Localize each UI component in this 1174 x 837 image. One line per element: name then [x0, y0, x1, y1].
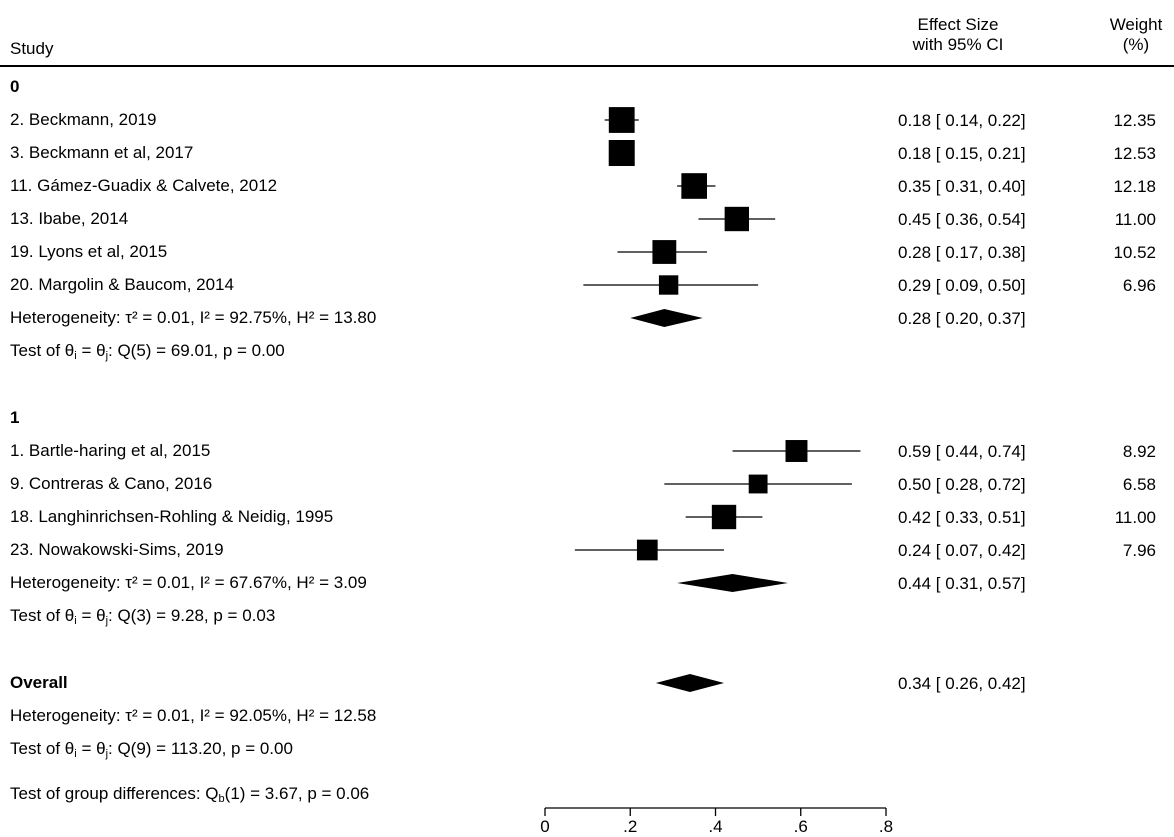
group-diff-suffix: (1) = 3.67, p = 0.06 [224, 784, 370, 803]
weight-value: 6.96 [1123, 276, 1156, 295]
effect-square [681, 173, 708, 199]
study-label: 18. Langhinrichsen-Rohling & Neidig, 199… [10, 507, 334, 526]
group-1-label: 1 [10, 408, 20, 427]
effect-square [748, 474, 768, 494]
effect-square [658, 275, 679, 295]
test-sub-i: i [74, 615, 77, 627]
group-0-diamond [630, 309, 703, 327]
group-0-test: Test of θi = θj: Q(5) = 69.01, p = 0.00 [10, 341, 285, 362]
weight-value: 7.96 [1123, 541, 1156, 560]
effect-square [636, 539, 658, 561]
group-1-test: Test of θi = θj: Q(3) = 9.28, p = 0.03 [10, 606, 276, 627]
x-tick-label: .4 [708, 817, 722, 836]
test-sub-j: j [105, 615, 109, 627]
effect-ci-text: 0.28 [ 0.17, 0.38] [898, 243, 1026, 262]
study-label: 13. Ibabe, 2014 [10, 209, 129, 228]
test-prefix: Test of θ [10, 606, 75, 625]
weight-value: 6.58 [1123, 475, 1156, 494]
weight-header: Weight (%) [1101, 15, 1171, 55]
study-label: 2. Beckmann, 2019 [10, 110, 157, 129]
test-sub-i: i [74, 350, 77, 362]
study-label: 11. Gámez-Guadix & Calvete, 2012 [10, 176, 278, 195]
effect-ci-text: 0.24 [ 0.07, 0.42] [898, 541, 1026, 560]
effect-ci-text: 0.29 [ 0.09, 0.50] [898, 276, 1026, 295]
study-label: 9. Contreras & Cano, 2016 [10, 474, 213, 493]
group-0-heterogeneity: Heterogeneity: τ² = 0.01, I² = 92.75%, H… [10, 308, 377, 327]
effect-ci-text: 0.18 [ 0.15, 0.21] [898, 144, 1026, 163]
test-prefix: Test of θ [10, 341, 75, 360]
test-mid: = θ [76, 341, 106, 360]
weight-value: 12.18 [1113, 177, 1156, 196]
group-differences-test: Test of group differences: Qb(1) = 3.67,… [10, 784, 370, 805]
effect-ci-text: 0.35 [ 0.31, 0.40] [898, 177, 1026, 196]
weight-value: 11.00 [1115, 508, 1156, 527]
group-diff-sub: b [218, 793, 225, 805]
study-column-header: Study [10, 39, 54, 58]
study-label: 1. Bartle-haring et al, 2015 [10, 441, 211, 460]
weight-value: 8.92 [1123, 442, 1156, 461]
group-diff-prefix: Test of group differences: Q [10, 784, 219, 803]
test-mid: = θ [76, 606, 106, 625]
overall-heterogeneity: Heterogeneity: τ² = 0.01, I² = 92.05%, H… [10, 706, 377, 725]
effect-square [608, 140, 635, 166]
test-mid: = θ [76, 739, 106, 758]
overall-diamond-ci-text: 0.34 [ 0.26, 0.42] [898, 674, 1026, 693]
overall-diamond [655, 674, 725, 692]
effect-ci-text: 0.50 [ 0.28, 0.72] [898, 475, 1026, 494]
test-stat: : Q(5) = 69.01, p = 0.00 [108, 341, 285, 360]
group-1-diamond-ci-text: 0.44 [ 0.31, 0.57] [898, 574, 1026, 593]
weight-header-line1: Weight [1109, 15, 1163, 34]
group-1-diamond [677, 574, 788, 592]
effect-square [608, 107, 635, 133]
weight-header-line2: (%) [1122, 35, 1150, 54]
effect-ci-text: 0.18 [ 0.14, 0.22] [898, 111, 1026, 130]
test-sub-j: j [105, 748, 109, 760]
effect-square [724, 206, 749, 232]
weight-value: 10.52 [1113, 243, 1156, 262]
study-label: 20. Margolin & Baucom, 2014 [10, 275, 234, 294]
weight-value: 11.00 [1115, 210, 1156, 229]
test-stat: : Q(3) = 9.28, p = 0.03 [108, 606, 276, 625]
effect-size-header-line1: Effect Size [917, 15, 999, 34]
study-label: 23. Nowakowski-Sims, 2019 [10, 540, 224, 559]
test-sub-j: j [105, 350, 109, 362]
overall-test: Test of θi = θj: Q(9) = 113.20, p = 0.00 [10, 739, 293, 760]
header-rule [0, 65, 1174, 67]
group-1-heterogeneity: Heterogeneity: τ² = 0.01, I² = 67.67%, H… [10, 573, 367, 592]
study-label: 19. Lyons et al, 2015 [10, 242, 168, 261]
effect-square [785, 440, 808, 462]
study-label: 3. Beckmann et al, 2017 [10, 143, 194, 162]
x-tick-label: .8 [879, 817, 893, 836]
x-tick-label: .6 [794, 817, 808, 836]
test-stat: : Q(9) = 113.20, p = 0.00 [108, 739, 293, 758]
effect-square [652, 240, 677, 264]
x-tick-label: 0 [540, 817, 549, 836]
effect-ci-text: 0.42 [ 0.33, 0.51] [898, 508, 1026, 527]
effect-size-header-line2: with 95% CI [912, 35, 1004, 54]
overall-label: Overall [10, 673, 68, 692]
group-0-label: 0 [10, 77, 20, 96]
x-tick-label: .2 [623, 817, 637, 836]
effect-ci-text: 0.45 [ 0.36, 0.54] [898, 210, 1026, 229]
weight-value: 12.35 [1113, 111, 1156, 130]
weight-value: 12.53 [1113, 144, 1156, 163]
group-0-diamond-ci-text: 0.28 [ 0.20, 0.37] [898, 309, 1026, 328]
test-sub-i: i [74, 748, 77, 760]
test-prefix: Test of θ [10, 739, 75, 758]
effect-ci-text: 0.59 [ 0.44, 0.74] [898, 442, 1026, 461]
effect-square [711, 504, 737, 530]
effect-size-header: Effect Size with 95% CI [888, 15, 1028, 55]
